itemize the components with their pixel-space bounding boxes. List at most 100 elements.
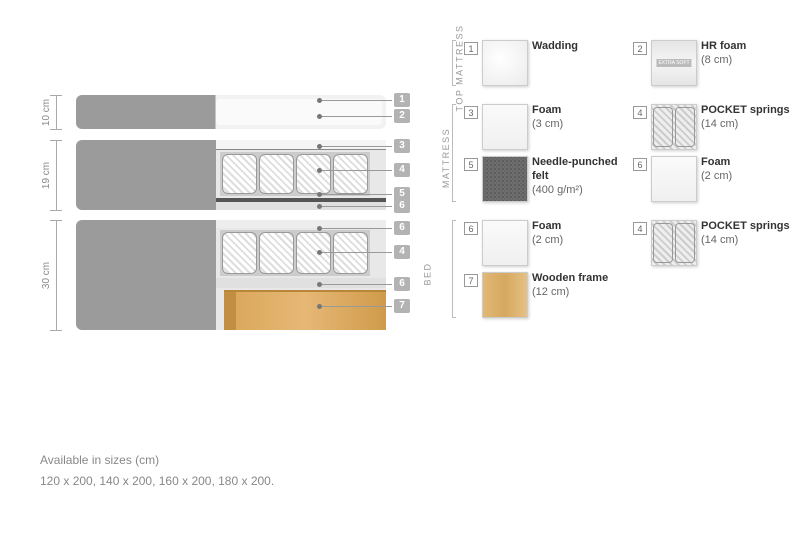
dim-cap — [50, 210, 62, 211]
dim-cap — [50, 129, 62, 130]
section-items: 6Foam(2 cm) 4 POCKET springs (14 cm) 7 Wooden… — [458, 220, 792, 318]
legend-subtitle: (3 cm) — [532, 118, 563, 132]
callout-number: 4 — [394, 163, 410, 177]
pointer-dot — [317, 304, 322, 309]
foam-swatch-icon — [482, 104, 528, 150]
legend-section: TOP MATTRESS 1Wadding 2 HR foam (8 cm) — [440, 40, 792, 86]
legend-item: 7 Wooden frame (12 cm) — [464, 272, 623, 318]
pointer-dot — [317, 168, 322, 173]
legend-text: Foam(2 cm) — [701, 156, 732, 184]
legend-text: Wooden frame (12 cm) — [532, 272, 608, 300]
pocket-swatch-icon — [651, 220, 697, 266]
section-label-text: MATTRESS — [441, 128, 451, 188]
legend-number: 6 — [464, 222, 478, 235]
layer-mattress — [76, 140, 386, 210]
foam-strip — [216, 220, 387, 228]
layer-bed-cutaway — [216, 220, 387, 330]
section-label-text: TOP MATTRESS — [455, 24, 465, 111]
springs-row — [220, 230, 371, 276]
legend-subtitle: (12 cm) — [532, 286, 608, 300]
pocket-spring-icon — [259, 232, 294, 274]
legend-text: POCKET springs (14 cm) — [701, 220, 790, 248]
legend-number: 1 — [464, 42, 478, 55]
legend-title: Foam — [701, 156, 730, 168]
legend-number: 2 — [633, 42, 647, 55]
pocket-spring-icon — [296, 154, 331, 194]
legend-section: BED 6Foam(2 cm) 4 POCKET springs (14 cm) 7 Woo… — [440, 220, 792, 318]
available-sizes: Available in sizes (cm) 120 x 200, 140 x… — [40, 450, 274, 491]
sizes-values: 120 x 200, 140 x 200, 160 x 200, 180 x 2… — [40, 471, 274, 491]
legend-title: POCKET springs — [701, 104, 790, 116]
pointer-dot — [317, 282, 322, 287]
legend-number: 5 — [464, 158, 478, 171]
legend-item: 5 Needle-punched felt (400 g/m²) — [464, 156, 623, 202]
callout-number: 6 — [394, 277, 410, 291]
pocket-spring-icon — [259, 154, 294, 194]
legend-title: POCKET springs — [701, 220, 790, 232]
callout-number: 2 — [394, 109, 410, 123]
pocket-spring-icon — [333, 232, 368, 274]
pointer-dot — [317, 226, 322, 231]
section-label-wrap: TOP MATTRESS — [440, 40, 458, 86]
legend-text: POCKET springs (14 cm) — [701, 104, 790, 132]
legend-subtitle: (8 cm) — [701, 54, 746, 68]
pocket-swatch-icon — [651, 104, 697, 150]
pointer-line — [320, 100, 392, 101]
dim-line-top — [56, 95, 57, 129]
section-bracket — [452, 220, 456, 318]
pointer-line — [320, 252, 392, 253]
legend-panel: TOP MATTRESS1Wadding2HR foam(8 cm)MATTRE… — [420, 0, 800, 533]
legend-subtitle: (14 cm) — [701, 118, 790, 132]
section-items: 3 Foam (3 cm) 4 POCKET springs (14 cm) 5 Needle… — [458, 104, 792, 202]
hrfoam-swatch-icon — [651, 40, 697, 86]
dim-label-mid: 19 cm — [41, 162, 52, 189]
callout-number: 3 — [394, 139, 410, 153]
foam-strip — [216, 140, 387, 150]
felt-swatch-icon — [482, 156, 528, 202]
legend-title: HR foam — [701, 40, 746, 52]
legend-text: Needle-punched felt (400 g/m²) — [532, 156, 623, 197]
legend-text: HR foam (8 cm) — [701, 40, 746, 68]
pointer-dot — [317, 114, 322, 119]
pocket-spring-icon — [333, 154, 368, 194]
pointer-line — [320, 206, 392, 207]
legend-subtitle: (14 cm) — [701, 234, 790, 248]
legend-item: 1Wadding — [464, 40, 623, 86]
legend-item: 4 POCKET springs (14 cm) — [633, 104, 792, 150]
legend-item: 4 POCKET springs (14 cm) — [633, 220, 792, 266]
legend-number: 6 — [633, 158, 647, 171]
legend-title: Needle-punched felt — [532, 156, 618, 182]
main-container: 10 cm 19 cm 30 cm — [0, 0, 800, 533]
legend-title: Wooden frame — [532, 272, 608, 284]
legend-number: 3 — [464, 106, 478, 119]
foam-swatch-icon — [651, 156, 697, 202]
pointer-line — [320, 116, 392, 117]
foam-strip — [216, 278, 387, 288]
layer-bed — [76, 220, 386, 330]
legend-number: 4 — [633, 106, 647, 119]
section-bracket — [452, 104, 456, 202]
section-label-text: BED — [423, 262, 433, 285]
sizes-label: Available in sizes (cm) — [40, 450, 274, 470]
callout-number: 1 — [394, 93, 410, 107]
wadding-swatch-icon — [482, 40, 528, 86]
legend-number: 7 — [464, 274, 478, 287]
wood-swatch-icon — [482, 272, 528, 318]
legend-item: 2 HR foam (8 cm) — [633, 40, 792, 86]
section-items: 1Wadding 2 HR foam (8 cm) — [458, 40, 792, 86]
pointer-line — [320, 284, 392, 285]
legend-subtitle: (400 g/m²) — [532, 184, 623, 198]
legend-title: Foam — [532, 104, 561, 116]
section-label-wrap: BED — [440, 220, 458, 318]
pointer-dot — [317, 204, 322, 209]
pointer-dot — [317, 144, 322, 149]
legend-item: 6 Foam(2 cm) — [633, 156, 792, 202]
pointer-line — [320, 170, 392, 171]
dim-line-bed — [56, 220, 57, 330]
legend-item: 6Foam(2 cm) — [464, 220, 623, 266]
pointer-dot — [317, 192, 322, 197]
callout-number: 6 — [394, 199, 410, 213]
legend-number: 4 — [633, 222, 647, 235]
dim-line-mid — [56, 140, 57, 210]
pointer-dot — [317, 250, 322, 255]
